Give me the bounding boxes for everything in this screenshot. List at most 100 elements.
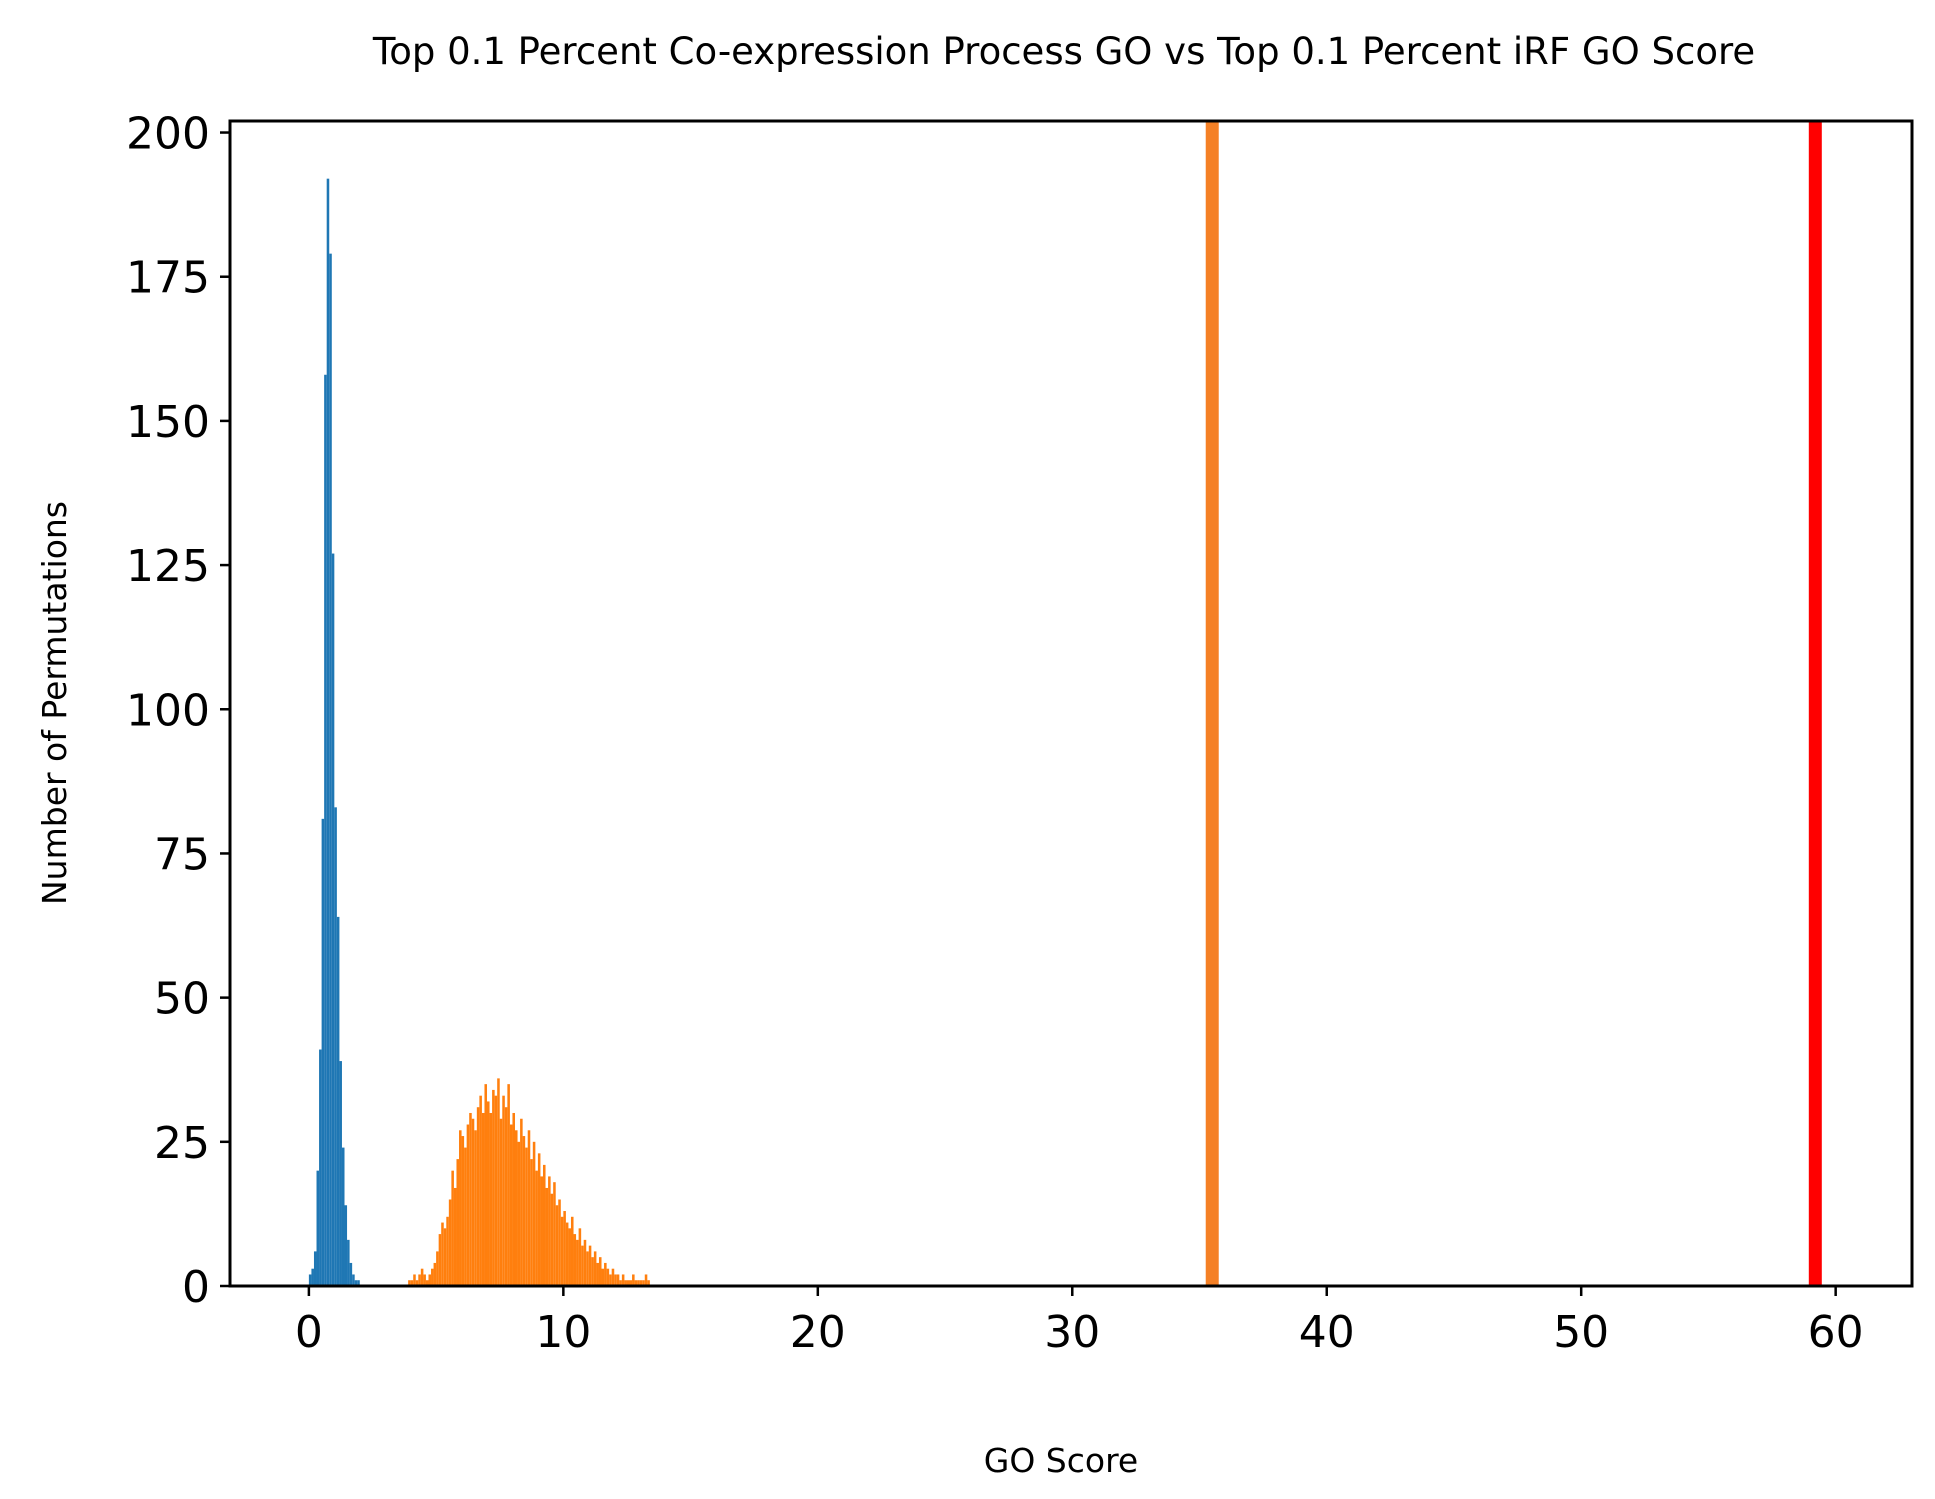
histogram-bar <box>604 1262 607 1286</box>
histogram-bar <box>522 1136 526 1286</box>
histogram-bar <box>311 1268 314 1286</box>
y-tick-label: 125 <box>126 541 210 592</box>
histogram-bar <box>308 1274 312 1286</box>
histogram-bar <box>624 1280 627 1286</box>
histogram-bar <box>614 1274 617 1286</box>
histogram-bar <box>347 1239 350 1286</box>
histogram-bar <box>632 1274 635 1286</box>
histogram-bar <box>568 1228 571 1286</box>
histogram-bar <box>469 1112 472 1286</box>
histogram-bar <box>324 374 327 1286</box>
x-tick-label: 0 <box>295 1307 323 1358</box>
histogram-bar <box>336 916 340 1286</box>
histogram-bar <box>525 1147 528 1286</box>
histogram-bar <box>433 1262 437 1286</box>
histogram-bar <box>560 1216 564 1286</box>
histogram-bar <box>334 807 337 1286</box>
histogram-bar <box>504 1107 508 1286</box>
y-axis-label: Number of Permutations <box>35 501 74 905</box>
histogram-bar <box>583 1239 587 1286</box>
histogram-bar <box>514 1130 518 1286</box>
histogram-bar <box>446 1216 449 1286</box>
x-tick-label: 60 <box>1808 1307 1864 1358</box>
histogram-bar <box>507 1084 510 1286</box>
histogram-bar <box>352 1274 355 1286</box>
x-tick-label: 30 <box>1044 1307 1100 1358</box>
histogram-bar <box>537 1153 541 1286</box>
histogram-bar <box>441 1222 444 1286</box>
histogram-bar <box>464 1147 467 1286</box>
histogram-bar <box>542 1164 546 1286</box>
histogram-bar <box>497 1078 500 1286</box>
histogram-bar <box>578 1228 582 1286</box>
histogram-bar <box>570 1216 574 1286</box>
histogram-bar <box>629 1280 633 1286</box>
histogram-bar <box>644 1274 648 1286</box>
plot-area <box>308 121 1822 1287</box>
histogram-bar <box>423 1274 426 1286</box>
histogram-bar <box>540 1176 543 1286</box>
histogram-bar <box>431 1268 434 1286</box>
histogram-bar <box>428 1274 432 1286</box>
histogram-bar <box>576 1239 579 1286</box>
histogram-bar <box>548 1176 551 1286</box>
x-axis: 0 10 20 30 40 50 60 <box>295 1286 1864 1358</box>
histogram-bar <box>535 1170 538 1286</box>
series-2 <box>408 1078 650 1286</box>
y-tick-label: 200 <box>126 109 210 160</box>
histogram-bar <box>642 1280 645 1286</box>
histogram-bar <box>586 1251 589 1286</box>
chart-title: Top 0.1 Percent Co-expression Process GO… <box>372 30 1755 73</box>
y-tick-label: 75 <box>154 829 210 880</box>
histogram-bar <box>606 1268 610 1286</box>
histogram-bar <box>438 1234 442 1286</box>
histogram-bar <box>489 1112 493 1286</box>
histogram-bar <box>502 1095 505 1286</box>
histogram-bar <box>601 1268 605 1286</box>
histogram-bar <box>476 1107 480 1286</box>
histogram-bar <box>456 1159 460 1286</box>
histogram-bar <box>550 1193 554 1286</box>
histogram-bar <box>637 1280 640 1286</box>
histogram-bar <box>341 1147 345 1286</box>
y-axis: 0 25 50 75 100 125 150 175 200 <box>126 109 230 1313</box>
histogram-bar <box>443 1228 447 1286</box>
histogram-bar <box>487 1101 490 1286</box>
histogram-bar <box>558 1199 561 1286</box>
histogram-bar <box>598 1257 602 1286</box>
histogram-bar <box>349 1262 353 1286</box>
histogram-bar <box>494 1095 498 1286</box>
histogram-bar <box>471 1118 475 1286</box>
histogram-bar <box>647 1280 650 1286</box>
histogram-bar <box>321 818 325 1286</box>
histogram-bar <box>616 1274 620 1286</box>
histogram-bar <box>639 1280 643 1286</box>
histogram-bar <box>520 1118 523 1286</box>
histogram-bar <box>634 1280 638 1286</box>
histogram-bar <box>596 1262 599 1286</box>
histogram-bar <box>553 1182 556 1286</box>
histogram-bar <box>420 1268 424 1286</box>
histogram-bar <box>451 1170 454 1286</box>
histogram-bar <box>626 1280 630 1286</box>
histogram-bar <box>344 1205 348 1286</box>
y-tick-label: 0 <box>182 1262 210 1313</box>
histogram-bar <box>466 1124 470 1286</box>
histogram-bar <box>509 1124 513 1286</box>
x-tick-label: 10 <box>535 1307 591 1358</box>
histogram-bar <box>517 1141 521 1286</box>
histogram-bar <box>331 553 335 1286</box>
histogram-bar <box>563 1211 566 1286</box>
histogram-bar <box>354 1280 358 1286</box>
histogram-bar <box>425 1280 429 1286</box>
histogram-bar <box>461 1136 465 1286</box>
histogram-bar <box>499 1118 503 1286</box>
histogram-bar <box>527 1130 531 1286</box>
x-tick-label: 50 <box>1553 1307 1609 1358</box>
histogram-bar <box>581 1245 584 1286</box>
x-tick-label: 20 <box>790 1307 846 1358</box>
histogram-bar <box>326 178 330 1287</box>
y-tick-label: 175 <box>126 253 210 304</box>
histogram-bar <box>415 1280 419 1286</box>
